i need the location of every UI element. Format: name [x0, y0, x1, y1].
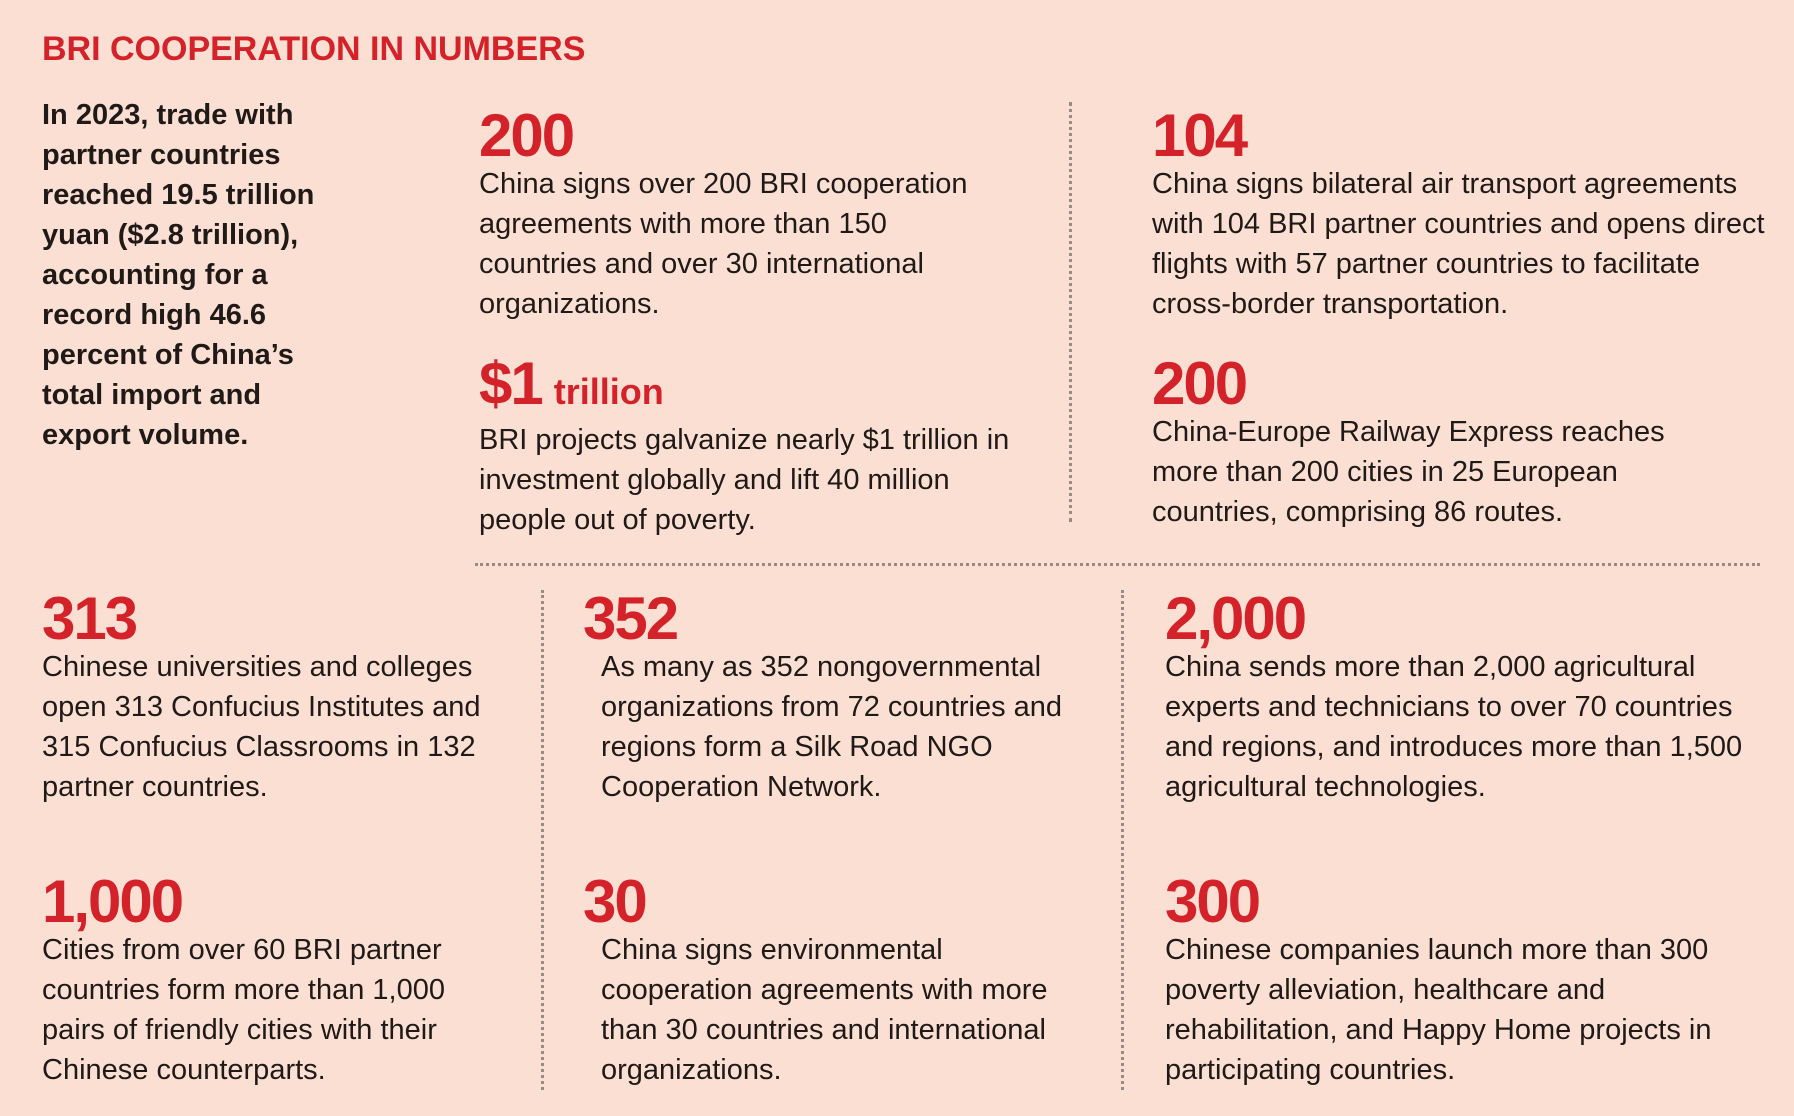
- stat-number: 104: [1152, 102, 1248, 169]
- stat-description: As many as 352 nongovernmental organizat…: [601, 651, 1063, 803]
- stat-agreements: 200 China signs over 200 BRI cooperation…: [479, 102, 999, 324]
- stat-number: 200: [479, 102, 575, 169]
- stat-number-unit: trillion: [553, 371, 664, 412]
- divider-horizontal: [475, 563, 1760, 566]
- divider-vertical-bottom-right: [1121, 590, 1124, 1090]
- stat-number: 300: [1165, 868, 1261, 935]
- divider-vertical-top: [1069, 102, 1072, 522]
- stat-agricultural-experts: 2,000 China sends more than 2,000 agricu…: [1165, 585, 1775, 807]
- stat-poverty-projects: 300 Chinese companies launch more than 3…: [1165, 868, 1745, 1090]
- stat-friendly-cities: 1,000 Cities from over 60 BRI partner co…: [42, 868, 492, 1090]
- stat-air-transport: 104 China signs bilateral air transport …: [1152, 102, 1772, 324]
- stat-description: China sends more than 2,000 agricultural…: [1165, 651, 1743, 803]
- stat-number-value: $1: [479, 350, 544, 417]
- intro-text: In 2023, trade with partner countries re…: [42, 99, 315, 451]
- stat-number: 2,000: [1165, 585, 1307, 652]
- stat-number: 1,000: [42, 868, 184, 935]
- stat-number: 30: [583, 868, 648, 935]
- stat-ngo-network: 352 As many as 352 nongovernmental organ…: [583, 585, 1103, 807]
- stat-description: China signs over 200 BRI cooperation agr…: [479, 168, 968, 320]
- stat-description: China signs environmental cooperation ag…: [601, 934, 1048, 1086]
- stat-number: $1 trillion: [479, 350, 1019, 426]
- stat-number: 313: [42, 585, 138, 652]
- stat-description: China signs bilateral air transport agre…: [1152, 168, 1765, 320]
- page-title: BRI COOPERATION IN NUMBERS: [42, 30, 586, 68]
- stat-investment: $1 trillion BRI projects galvanize nearly…: [479, 350, 1019, 540]
- stat-railway: 200 China-Europe Railway Express reaches…: [1152, 350, 1712, 532]
- stat-description: BRI projects galvanize nearly $1 trillio…: [479, 424, 1010, 536]
- stat-number: 352: [583, 585, 679, 652]
- stat-description: Chinese universities and colleges open 3…: [42, 651, 481, 803]
- divider-vertical-bottom-left: [541, 590, 544, 1090]
- stat-description: Chinese companies launch more than 300 p…: [1165, 934, 1712, 1086]
- stat-number: 200: [1152, 350, 1248, 417]
- stat-description: China-Europe Railway Express reaches mor…: [1152, 416, 1665, 528]
- stat-environmental-agreements: 30 China signs environmental cooperation…: [583, 868, 1083, 1090]
- stat-description: Cities from over 60 BRI partner countrie…: [42, 934, 445, 1086]
- stat-confucius-institutes: 313 Chinese universities and colleges op…: [42, 585, 512, 807]
